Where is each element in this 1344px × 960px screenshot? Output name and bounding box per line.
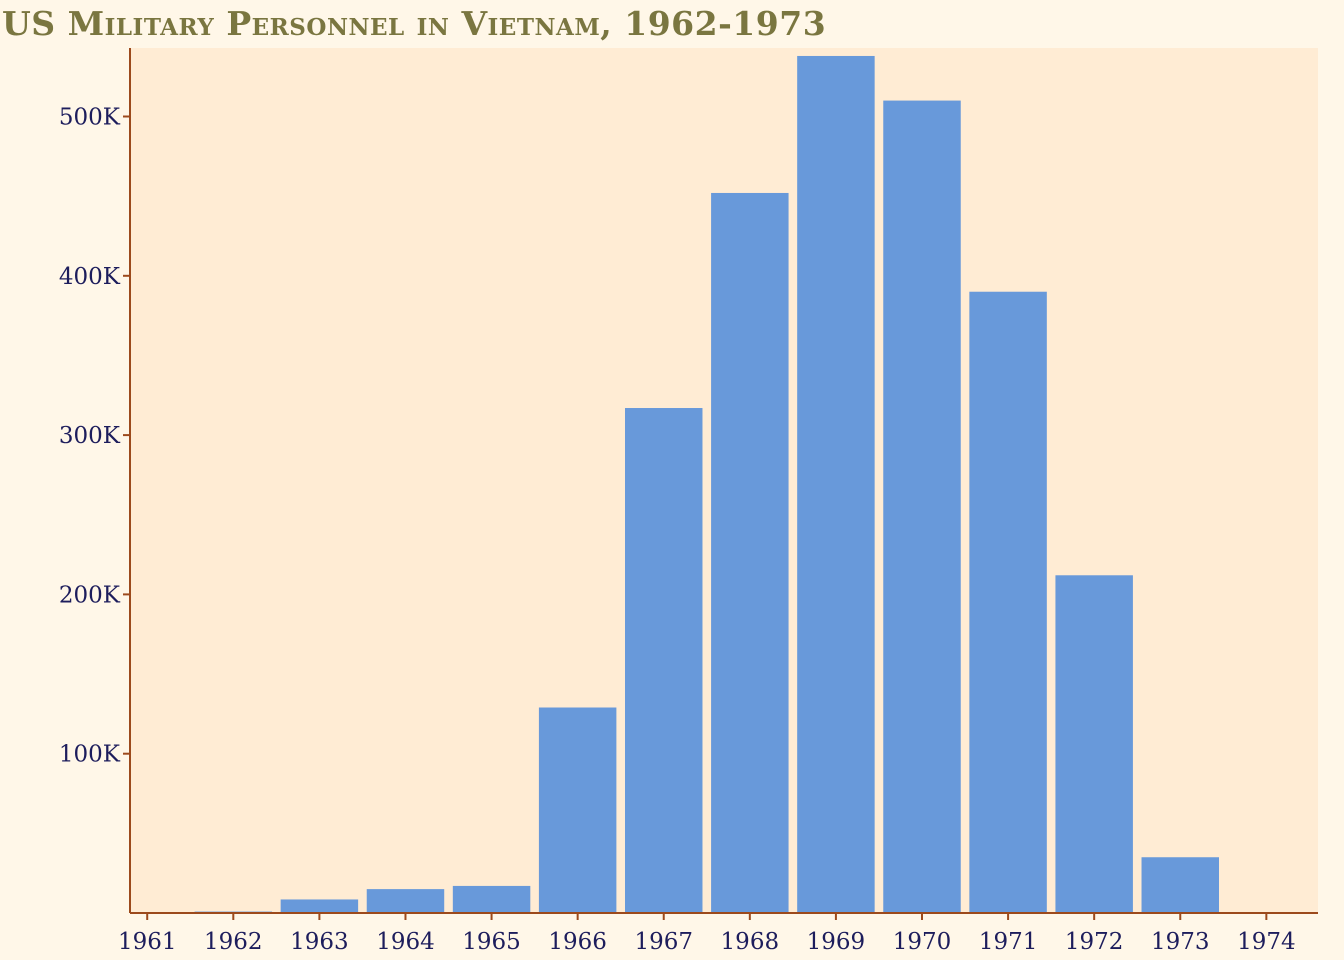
x-axis-ticks: 1961 1962 1963 1964 1965 1966 1967 1968 1969 1970…	[118, 913, 1296, 955]
x-tick-label: 1966	[548, 929, 607, 955]
bar-1965	[452, 885, 531, 913]
x-tick-label: 1974	[1237, 929, 1296, 955]
bar-1972	[1055, 575, 1133, 913]
x-tick-label: 1972	[1065, 929, 1124, 955]
x-tick-label: 1973	[1151, 929, 1210, 955]
y-tick-label: 100K	[59, 742, 121, 768]
bar-1973	[1141, 857, 1219, 913]
x-tick-label: 1969	[807, 929, 866, 955]
x-tick-label: 1968	[721, 929, 780, 955]
y-tick-label: 400K	[59, 264, 121, 290]
x-tick-label: 1963	[290, 929, 349, 955]
bar-1968	[711, 192, 789, 914]
bar-1966	[538, 707, 617, 913]
bar-1967	[625, 408, 703, 913]
x-tick-label: 1971	[979, 929, 1038, 955]
y-tick-label: 200K	[59, 582, 121, 608]
x-tick-label: 1962	[204, 929, 263, 955]
x-tick-label: 1970	[893, 929, 952, 955]
bar-1970	[883, 100, 961, 913]
y-tick-label: 500K	[59, 104, 121, 130]
x-tick-label: 1967	[634, 929, 693, 955]
x-tick-label: 1965	[462, 929, 521, 955]
bar-1964	[366, 889, 445, 913]
bar-1963	[280, 899, 359, 913]
y-axis-ticks: 100K 200K 300K 400K 500K	[59, 104, 130, 768]
y-tick-label: 300K	[59, 423, 121, 449]
bars-group	[194, 55, 1219, 914]
bar-1971	[969, 291, 1047, 914]
chart-title: US Military Personnel in Vietnam, 1962-1…	[2, 4, 827, 43]
x-tick-label: 1961	[118, 929, 177, 955]
bar-1969	[797, 55, 875, 913]
x-tick-label: 1964	[376, 929, 435, 955]
